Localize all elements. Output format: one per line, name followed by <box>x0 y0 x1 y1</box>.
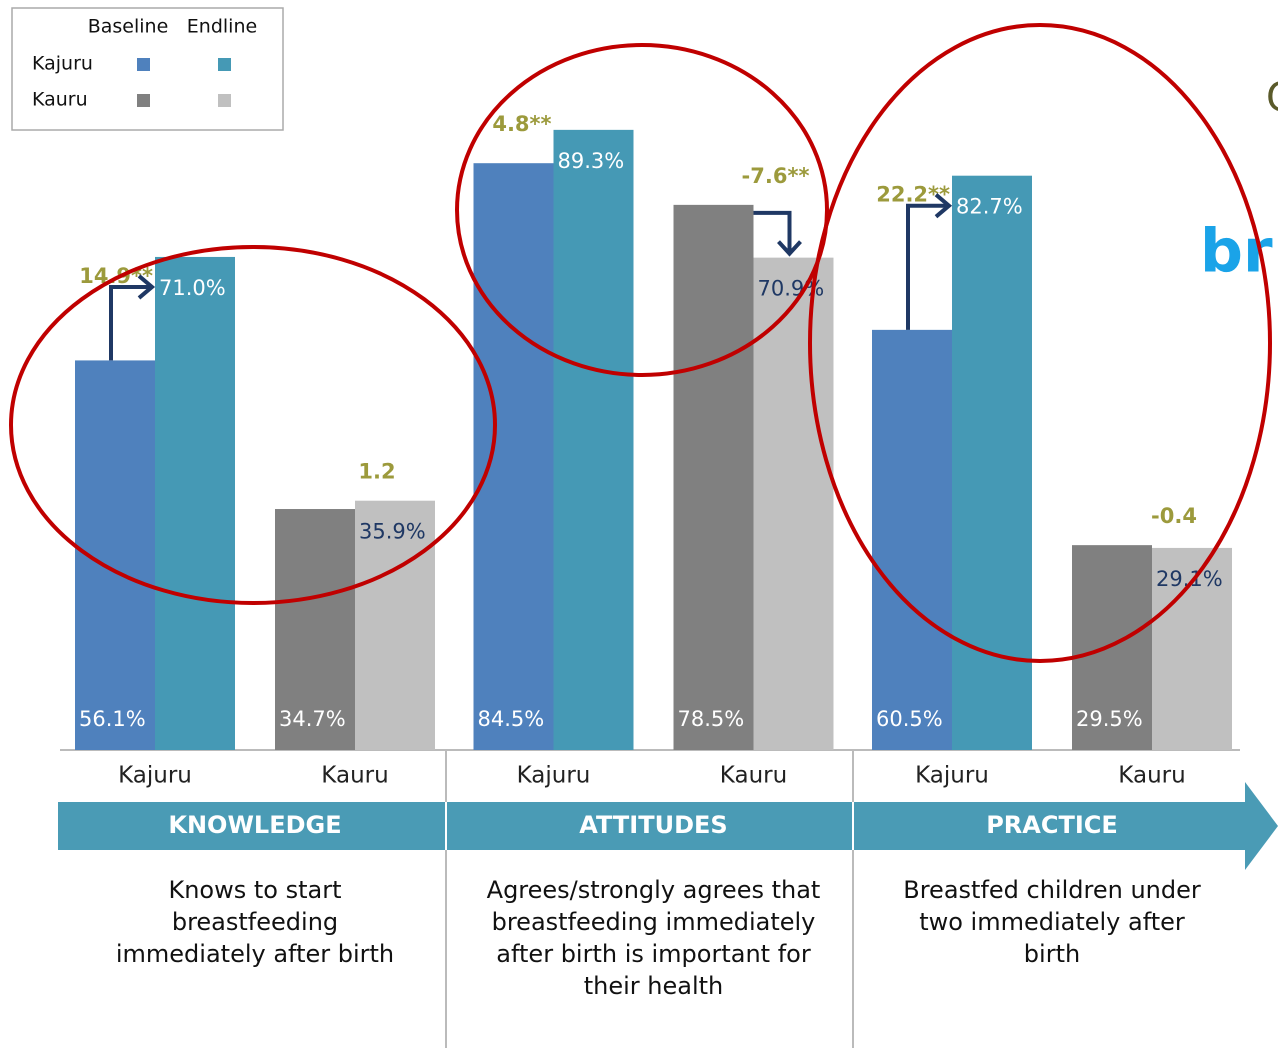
legend-column: Endline <box>187 16 257 38</box>
change-arrow <box>109 284 149 361</box>
x-tick-label: Kauru <box>720 763 787 789</box>
bar <box>952 175 1032 750</box>
change-arrowhead <box>777 240 802 257</box>
title-fragment: C <box>1266 75 1278 121</box>
x-tick-label: Kajuru <box>517 763 591 789</box>
highlight-circle <box>455 43 829 377</box>
group-description: breastfeeding immediately <box>492 908 816 936</box>
value-label: 82.7% <box>956 195 1023 219</box>
x-tick-label: Kauru <box>1118 763 1185 789</box>
change-arrow <box>906 203 946 330</box>
bar <box>872 329 952 750</box>
legend-row: Kajuru <box>32 53 93 75</box>
value-label: 84.5% <box>478 707 545 731</box>
change-arrow <box>753 210 792 254</box>
legend-column: Baseline <box>88 16 169 38</box>
value-label: 89.3% <box>558 149 625 173</box>
change-arrowhead <box>137 274 156 300</box>
bar <box>473 163 554 750</box>
group-description: immediately after birth <box>116 940 394 968</box>
legend-swatch <box>137 94 150 107</box>
change-label: 1.2 <box>358 460 395 484</box>
legend-swatch <box>218 94 231 107</box>
value-label: 60.5% <box>876 707 943 731</box>
legend-swatch <box>218 58 231 71</box>
legend-row: Kauru <box>32 89 88 111</box>
value-label: 35.9% <box>359 520 426 544</box>
value-label: 78.5% <box>678 707 745 731</box>
group-description: Breastfed children under <box>903 876 1201 904</box>
change-label: 4.8** <box>492 112 551 136</box>
group-description: Knows to start <box>168 876 341 904</box>
legend-swatch <box>137 58 150 71</box>
bar <box>155 256 235 750</box>
annotations: 56.1%71.0%14.9**34.7%35.9%1.284.5%89.3%4… <box>79 112 1223 731</box>
bar <box>355 500 435 750</box>
bar <box>1072 545 1152 750</box>
group-description: after birth is important for <box>496 940 811 968</box>
group-description: birth <box>1024 940 1080 968</box>
bar <box>673 204 754 751</box>
change-label: -0.4 <box>1151 504 1197 528</box>
group-label: PRACTICE <box>986 811 1118 839</box>
bar <box>753 257 834 750</box>
bar <box>553 129 634 751</box>
group-label: KNOWLEDGE <box>168 811 341 839</box>
group-description: their health <box>584 972 724 1000</box>
value-label: 71.0% <box>159 276 226 300</box>
bar <box>275 509 355 750</box>
x-tick-label: Kauru <box>321 763 388 789</box>
group-label: ATTITUDES <box>579 811 727 839</box>
value-label: 29.5% <box>1076 707 1143 731</box>
bars <box>75 129 1232 751</box>
x-tick-label: Kajuru <box>118 763 192 789</box>
value-label: 34.7% <box>279 707 346 731</box>
x-tick-label: Kajuru <box>915 763 989 789</box>
change-arrowhead <box>934 193 953 219</box>
value-label: 56.1% <box>79 707 146 731</box>
banner-arrow <box>58 782 1278 870</box>
group-description: two immediately after <box>919 908 1185 936</box>
change-label: -7.6** <box>742 164 810 188</box>
group-description: breastfeeding <box>172 908 338 936</box>
group-description: Agrees/strongly agrees that <box>487 876 821 904</box>
highlight-circle <box>808 23 1272 663</box>
highlight-circle <box>9 245 497 605</box>
